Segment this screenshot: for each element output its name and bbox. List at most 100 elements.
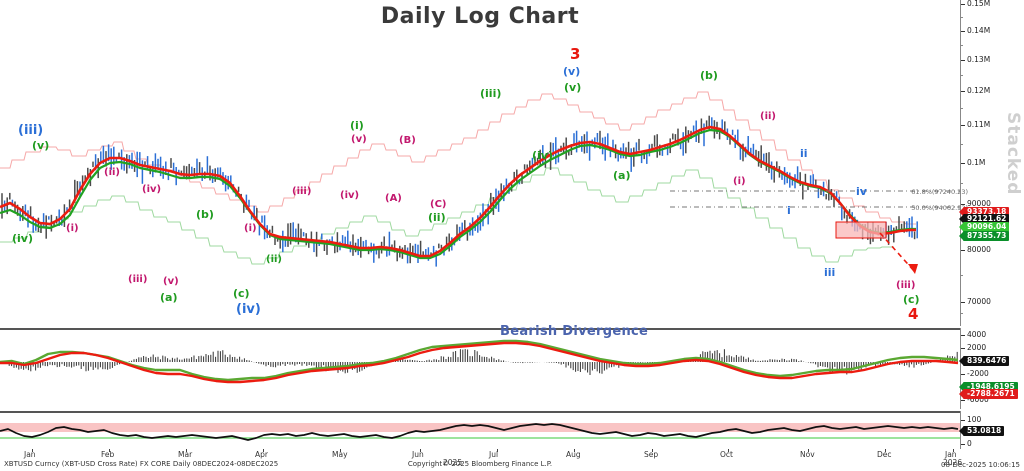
wave-label-8: (a)	[160, 291, 178, 304]
macd-hist-value: 839.6476	[958, 356, 1010, 366]
rsi-overbought-band	[0, 423, 960, 432]
macd-chart-svg	[0, 339, 959, 384]
macd-axis[interactable]: 400020000-2000-4000-6000 839.6476-1948.6…	[958, 328, 1024, 409]
wave-label-31: ii	[800, 147, 808, 160]
wave-label-29: (i)	[733, 176, 746, 187]
wave-label-16: (i)	[350, 119, 364, 132]
wave-label-1: (v)	[32, 139, 50, 152]
x-tick-Mar: Mar	[178, 450, 193, 459]
x-tick-Jan: Jan	[24, 450, 36, 459]
wave-label-0: (iii)	[18, 123, 44, 138]
wave-label-13: (ii)	[266, 254, 282, 265]
x-tick-mark	[186, 449, 187, 452]
wave-label-24: (v)	[563, 65, 581, 78]
fib-500-label: 50.0%(94062.92)	[911, 204, 968, 212]
wave-label-3: (i)	[66, 223, 79, 234]
wave-label-21: (ii)	[428, 211, 446, 224]
wave-label-19: (B)	[399, 135, 416, 146]
wave-label-26: (iv)	[532, 149, 553, 162]
wave-label-14: (iii)	[292, 186, 312, 197]
x-tick-Feb: Feb	[101, 450, 115, 459]
footer-copyright: Copyright© 2025 Bloomberg Finance L.P.	[407, 460, 553, 468]
x-tick-May: May	[332, 450, 348, 459]
x-tick-Apr: Apr	[255, 450, 268, 459]
consolidation-box	[835, 221, 887, 239]
macd-signal-value: -1948.6195	[959, 382, 1018, 392]
rsi-axis[interactable]: 100 0 53.0818	[958, 411, 1024, 449]
wave-label-37: 4	[908, 305, 919, 323]
macd-line-value: -2788.2671	[959, 389, 1018, 399]
x-tick-Jan: Jan	[945, 450, 957, 459]
flag-last: 92121.62	[958, 214, 1010, 224]
ma-slow-line	[0, 128, 916, 260]
flag-high: 93373.18	[958, 207, 1010, 217]
x-tick-Jun: Jun	[412, 450, 424, 459]
rsi-chart-svg	[0, 423, 960, 441]
wave-label-34: iv	[856, 185, 867, 198]
x-tick-mark	[808, 449, 809, 452]
x-tick-Nov: Nov	[800, 450, 815, 459]
price-axis[interactable]: Stacked 0.15M 0.14M 0.13M 0.12M 0.11M 0.1M 900…	[958, 0, 1024, 326]
wave-label-32: i	[787, 204, 791, 217]
x-tick-mark	[953, 449, 954, 452]
wave-label-11: (c)	[233, 287, 250, 300]
wave-label-10: (i)	[244, 223, 257, 234]
wave-label-33: iii	[824, 266, 836, 279]
macd-line	[0, 341, 959, 384]
x-tick-mark	[263, 449, 264, 452]
flag-low: 87355.73	[958, 231, 1010, 241]
x-tick-Sep: Sep	[644, 450, 659, 459]
wave-label-22: (iii)	[480, 87, 502, 100]
wave-label-15: (iv)	[340, 190, 360, 201]
wave-label-25: (v)	[564, 81, 582, 94]
sar-lower-line	[0, 167, 894, 265]
rsi-value: 53.0818	[958, 426, 1005, 436]
wave-label-5: (iv)	[142, 184, 162, 195]
wave-label-30: (ii)	[760, 111, 776, 122]
wave-label-28: (b)	[700, 69, 718, 82]
wave-label-18: (A)	[385, 193, 402, 204]
x-tick-mark	[885, 449, 886, 452]
macd-panel[interactable]	[0, 328, 960, 413]
x-tick-Jul: Jul	[489, 450, 499, 459]
wave-label-12: (iv)	[236, 302, 261, 317]
x-tick-mark	[728, 449, 729, 452]
wave-label-36: (c)	[903, 293, 920, 306]
x-tick-Oct: Oct	[720, 450, 733, 459]
flag-mid: 90096.04	[958, 222, 1010, 232]
wave-label-9: (b)	[196, 208, 214, 221]
bearish-divergence-annotation: Bearish Divergence	[500, 324, 649, 339]
wave-label-23: 3	[570, 45, 581, 63]
wave-label-2: (iv)	[12, 232, 33, 245]
x-tick-mark	[340, 449, 341, 452]
x-tick-mark	[652, 449, 653, 452]
ma-fast-line	[0, 125, 916, 258]
x-tick-mark	[109, 449, 110, 452]
rsi-panel[interactable]	[0, 411, 960, 451]
stacked-watermark: Stacked	[1003, 112, 1023, 196]
macd-signal-line	[0, 339, 959, 382]
footer-timestamp: 08-Dec-2025 10:06:15	[941, 461, 1020, 469]
price-chart-svg	[0, 91, 960, 274]
projection-arrow-head	[908, 264, 918, 274]
year-label-2025: 2025	[443, 458, 463, 467]
price-chart-panel[interactable]: (iii) (v) (iv) (i) (ii) (iv) (iii) (v) (a) (b) (i)…	[0, 0, 960, 326]
x-tick-mark	[32, 449, 33, 452]
x-tick-mark	[497, 449, 498, 452]
fib-618-label: 61.8%(97240.23)	[911, 188, 968, 196]
x-tick-mark	[574, 449, 575, 452]
year-label-2026: 2026	[943, 458, 963, 467]
wave-label-20: (C)	[430, 199, 447, 210]
rsi-line	[0, 423, 959, 441]
wave-label-7: (v)	[163, 276, 179, 287]
x-tick-mark	[420, 449, 421, 452]
x-tick-Dec: Dec	[877, 450, 892, 459]
wave-label-27: (a)	[613, 169, 631, 182]
footer-security-description: XBTUSD Curncy (XBT-USD Cross Rate) FX CO…	[4, 460, 279, 468]
wave-label-4: (ii)	[104, 167, 120, 178]
wave-label-6: (iii)	[128, 274, 148, 285]
page-title: Daily Log Chart	[380, 4, 580, 29]
wave-label-17: (v)	[351, 134, 367, 145]
wave-label-35: (iii)	[896, 280, 916, 291]
x-tick-Aug: Aug	[566, 450, 581, 459]
